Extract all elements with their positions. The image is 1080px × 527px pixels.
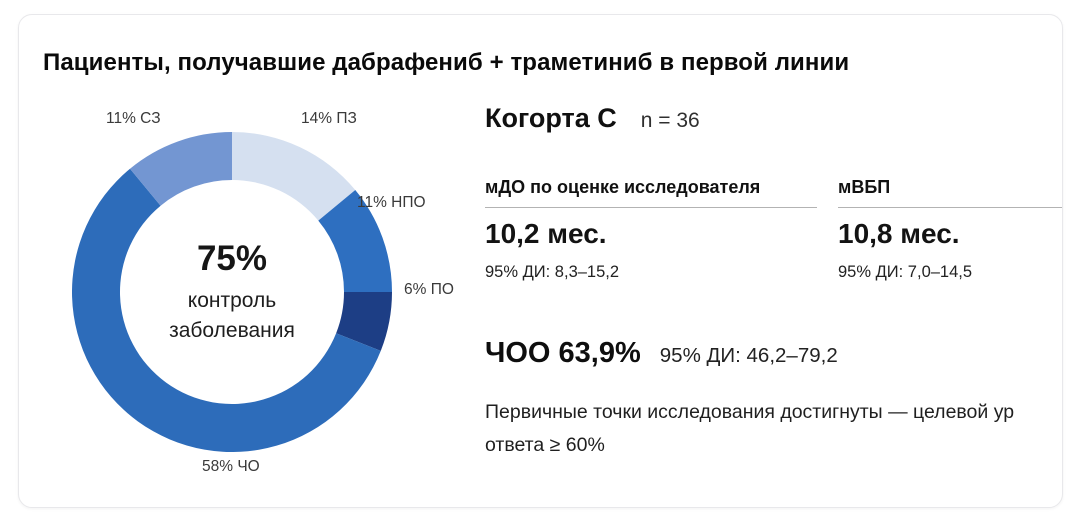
- orr-value: ЧОО 63,9%: [485, 337, 641, 369]
- footnote-line1: Первичные точки исследования достигнуты …: [485, 401, 1015, 423]
- donut-label-po: 6% ПО: [404, 281, 454, 298]
- donut-segment-cho: [72, 168, 381, 452]
- orr-ci: 95% ДИ: 46,2–79,2: [659, 344, 838, 367]
- metric-mvbp-header: мВБП: [838, 177, 1062, 208]
- metric-mvbp-value: 10,8 мес.: [838, 218, 960, 249]
- donut-segment-pz: [232, 132, 356, 221]
- donut-label-pz: 14% ПЗ: [301, 110, 357, 127]
- metric-mvbp: мВБП 10,8 мес. 95% ДИ: 7,0–14,5: [838, 177, 1062, 282]
- donut-segment-po: [336, 292, 392, 351]
- page-title: Пациенты, получавшие дабрафениб + трамет…: [43, 49, 850, 76]
- metric-mvbp-ci: 95% ДИ: 7,0–14,5: [838, 263, 973, 281]
- donut-label-sz: 11% СЗ: [106, 110, 161, 127]
- metric-mdo-ci: 95% ДИ: 8,3–15,2: [485, 263, 620, 281]
- donut-chart: [72, 132, 392, 452]
- donut-label-npo: 11% НПО: [357, 194, 426, 211]
- metric-mdo: мДО по оценке исследователя 10,2 мес. 95…: [485, 177, 817, 282]
- metric-mdo-value: 10,2 мес.: [485, 218, 607, 249]
- footnote: Первичные точки исследования достигнуты …: [485, 396, 1014, 462]
- metric-mdo-header: мДО по оценке исследователя: [485, 177, 817, 208]
- footnote-line2: ответа ≥ 60%: [485, 434, 605, 456]
- cohort-n-count: n = 36: [640, 109, 700, 132]
- cohort-title: Когорта C: [485, 103, 617, 133]
- donut-segment-npo: [318, 190, 392, 292]
- orr-row: ЧОО 63,9% 95% ДИ: 46,2–79,2: [485, 337, 838, 370]
- cohort-header: Когорта C n = 36: [485, 103, 700, 134]
- donut-segment-sz: [130, 132, 232, 206]
- infographic-card: Пациенты, получавшие дабрафениб + трамет…: [18, 14, 1063, 508]
- donut-label-cho: 58% ЧО: [202, 458, 260, 475]
